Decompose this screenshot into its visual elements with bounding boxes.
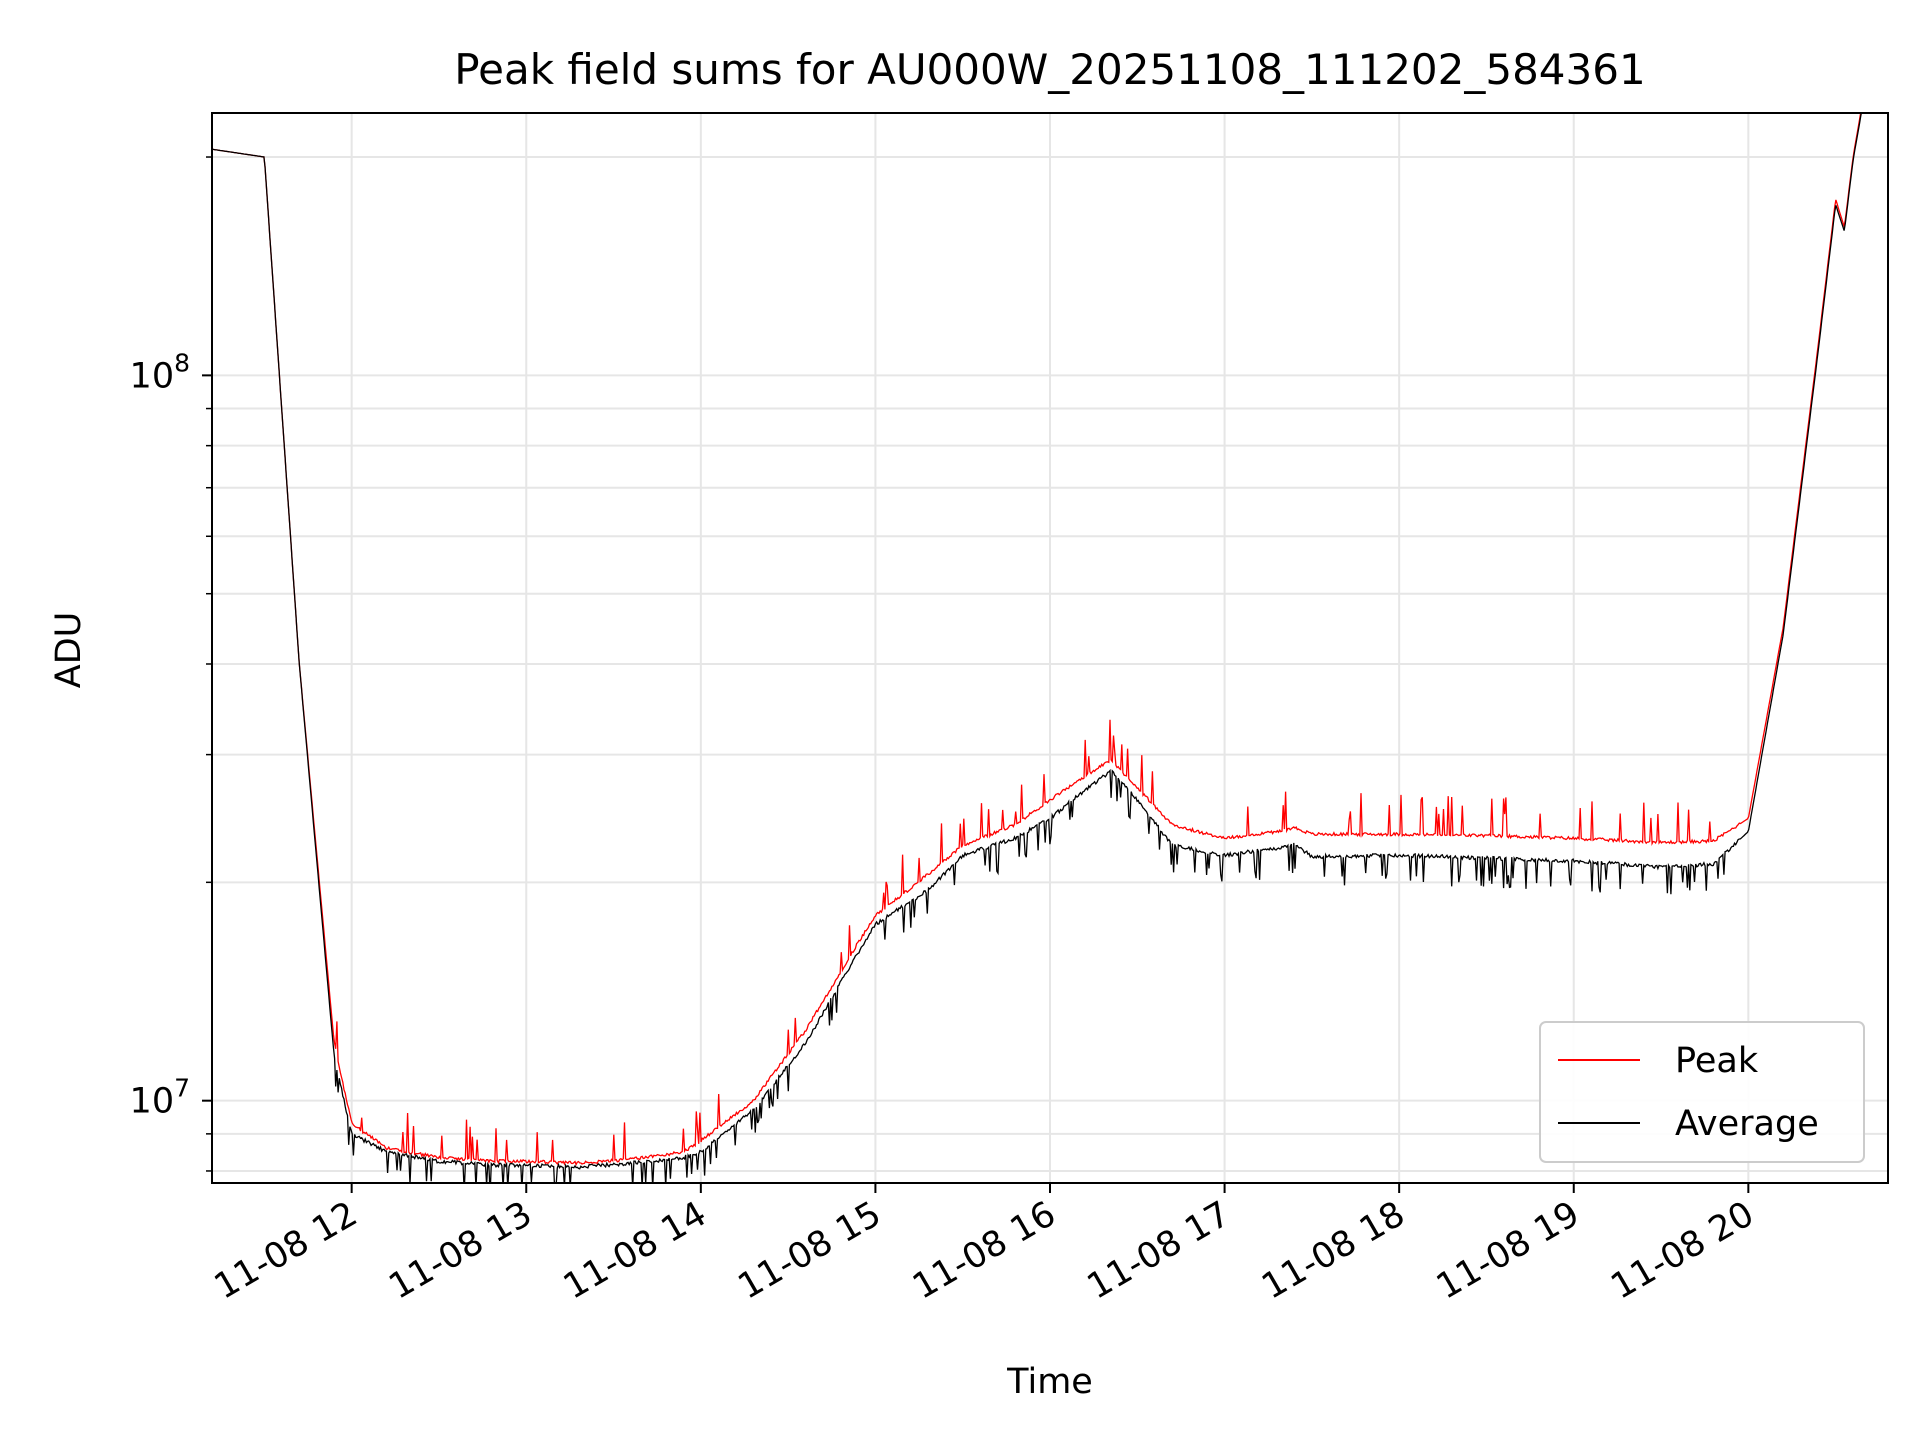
x-axis-label: Time [1006, 1362, 1093, 1402]
legend-box [1539, 1021, 1865, 1163]
y-tick-label: 107 [130, 1074, 190, 1122]
series-line-peak [212, 113, 1862, 1167]
legend: Peak Average [1539, 1021, 1865, 1163]
legend-peak-label: Peak [1675, 1041, 1759, 1081]
y-tick-label: 108 [130, 348, 190, 396]
y-axis-label: ADU [49, 612, 89, 689]
series-line-average [212, 113, 1862, 1183]
y-axis: 107 108 [130, 156, 212, 1172]
series-layer [212, 113, 1862, 1183]
chart-title: Peak field sums for AU000W_20251108_1112… [454, 45, 1645, 94]
legend-average-label: Average [1675, 1104, 1819, 1144]
